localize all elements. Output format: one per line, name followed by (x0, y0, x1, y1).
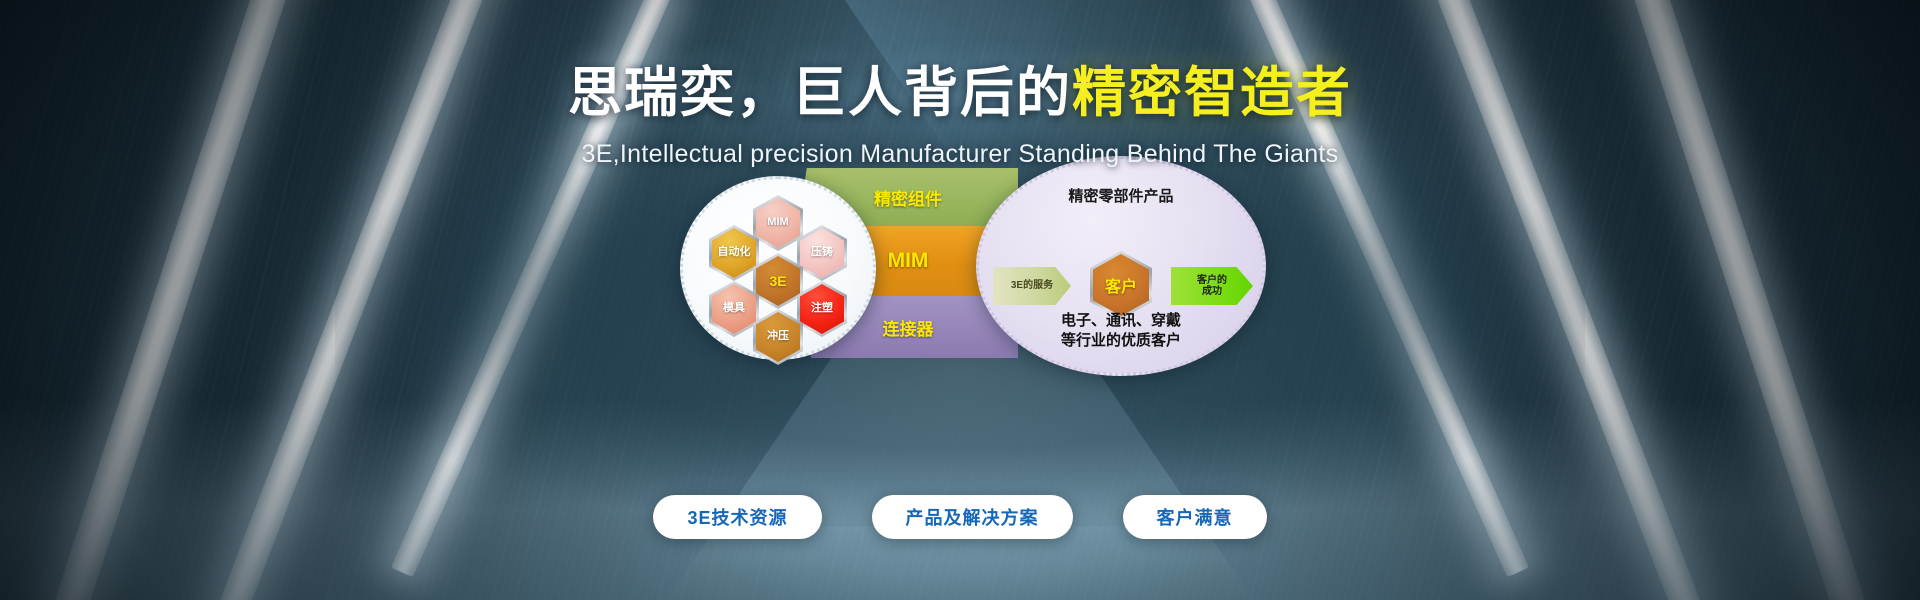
process-diagram: 精密组件 MIM 连接器 MIM 自动化 (680, 156, 1266, 376)
page-subtitle: 3E,Intellectual precision Manufacturer S… (581, 140, 1339, 168)
arrow-customer-success: 客户的 成功 (1171, 267, 1253, 305)
headline-white-part: 思瑞奕，巨人背后的 (568, 63, 1072, 123)
headline-yellow-part: 精密智造者 (1072, 63, 1352, 123)
hex-mould: 模具 (709, 281, 759, 337)
button-customer-satisfaction[interactable]: 客户满意 (1122, 495, 1267, 539)
hex-customer: 客户 (1090, 251, 1152, 319)
hex-injection-moulding: 注塑 (797, 281, 847, 337)
customer-panel-footer: 电子、通讯、穿戴 等行业的优质客户 (1060, 311, 1181, 349)
hex-automation: 自动化 (709, 225, 759, 281)
hex-stamping: 冲压 (753, 309, 803, 365)
page-title: 思瑞奕，巨人背后的精密智造者 (0, 66, 1920, 120)
technology-hex-cluster: MIM 自动化 压铸 3E 模具 (680, 176, 876, 365)
button-products-solutions[interactable]: 产品及解决方案 (871, 495, 1073, 539)
hex-mim: MIM (753, 195, 803, 251)
customer-panel: 精密零部件产品 3E的服务 客户 客户的 成功 电子、通讯、穿戴 等行业的优质客… (976, 156, 1266, 376)
hex-die-casting: 压铸 (797, 225, 847, 281)
arrow-3e-service: 3E的服务 (993, 267, 1071, 305)
button-tech-resources[interactable]: 3E技术资源 (653, 495, 822, 539)
customer-panel-title: 精密零部件产品 (1068, 188, 1174, 205)
hex-3e-center: 3E (753, 253, 803, 309)
cta-button-row: 3E技术资源 产品及解决方案 客户满意 (0, 495, 1920, 539)
